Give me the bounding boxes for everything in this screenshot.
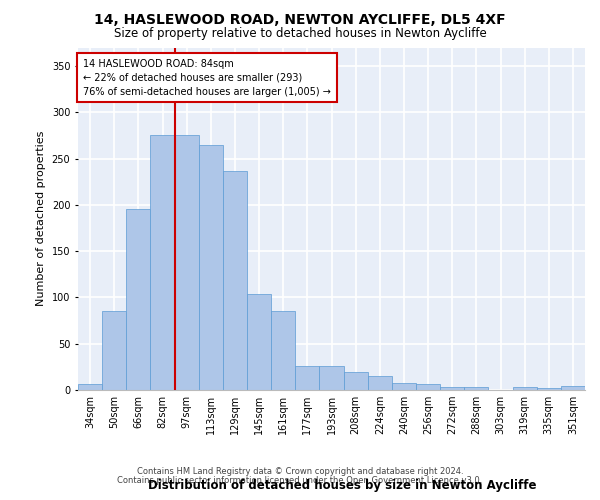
Text: Contains public sector information licensed under the Open Government Licence v3: Contains public sector information licen… [118, 476, 482, 485]
Bar [247, 294, 271, 390]
Bar [392, 382, 416, 390]
Text: Size of property relative to detached houses in Newton Aycliffe: Size of property relative to detached ho… [113, 28, 487, 40]
Bar [561, 386, 585, 390]
Bar [344, 372, 368, 390]
Bar [126, 208, 151, 390]
Bar [295, 366, 319, 390]
Text: 14 HASLEWOOD ROAD: 84sqm
← 22% of detached houses are smaller (293)
76% of semi-: 14 HASLEWOOD ROAD: 84sqm ← 22% of detach… [83, 58, 331, 96]
Bar [102, 312, 126, 390]
Bar [78, 384, 102, 390]
Bar [440, 387, 464, 390]
Text: 14, HASLEWOOD ROAD, NEWTON AYCLIFFE, DL5 4XF: 14, HASLEWOOD ROAD, NEWTON AYCLIFFE, DL5… [94, 12, 506, 26]
Y-axis label: Number of detached properties: Number of detached properties [36, 131, 46, 306]
Bar [416, 384, 440, 390]
Text: Contains HM Land Registry data © Crown copyright and database right 2024.: Contains HM Land Registry data © Crown c… [137, 467, 463, 476]
Bar [464, 387, 488, 390]
Bar [223, 170, 247, 390]
Bar [199, 144, 223, 390]
Bar [368, 376, 392, 390]
Bar [151, 136, 175, 390]
Bar [271, 312, 295, 390]
Bar [537, 388, 561, 390]
Bar [512, 387, 537, 390]
Bar [175, 136, 199, 390]
Text: Distribution of detached houses by size in Newton Aycliffe: Distribution of detached houses by size … [148, 480, 536, 492]
Bar [319, 366, 344, 390]
